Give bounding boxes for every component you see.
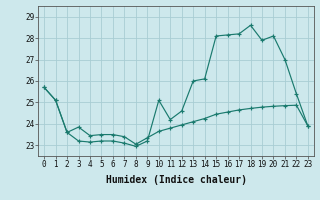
X-axis label: Humidex (Indice chaleur): Humidex (Indice chaleur) bbox=[106, 175, 246, 185]
